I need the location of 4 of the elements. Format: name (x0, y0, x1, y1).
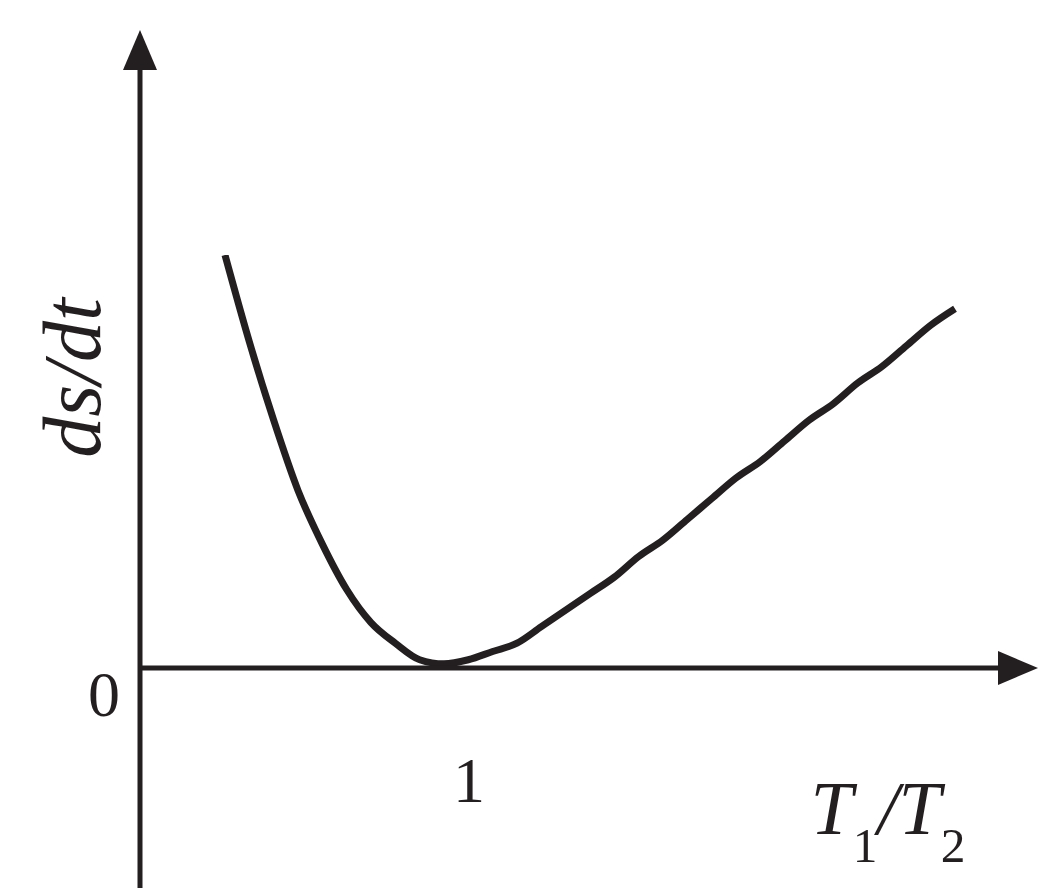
text: 1 (453, 745, 485, 816)
x-axis-title: T$_{1}$/T$_{2}$ (810, 766, 966, 873)
text: 0 (88, 659, 120, 730)
y-axis-title: ds/dt (27, 296, 118, 458)
